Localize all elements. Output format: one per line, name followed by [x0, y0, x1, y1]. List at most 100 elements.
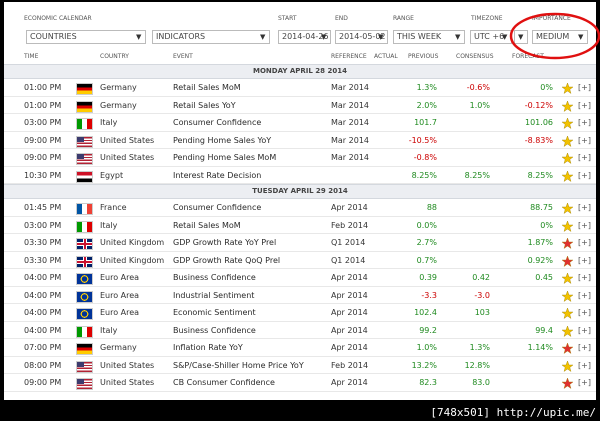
importance-star: [562, 325, 573, 337]
dropdown[interactable]: [152, 30, 270, 44]
previous: 13.2%: [411, 360, 437, 370]
time: 09:00 PM: [24, 135, 62, 145]
time: 04:00 PM: [24, 290, 62, 300]
reference: Apr 2014: [331, 290, 368, 300]
reference: Apr 2014: [331, 378, 368, 387]
dropdown-arrow: ▼: [136, 33, 142, 41]
row-divider: [4, 215, 596, 217]
importance-star: [562, 343, 573, 354]
add-button[interactable]: [+]: [578, 203, 591, 212]
add-button[interactable]: [+]: [578, 343, 591, 352]
previous: 0.7%: [416, 255, 437, 265]
flag: [76, 83, 93, 95]
reference: Apr 2014: [331, 203, 368, 212]
previous: 88: [426, 203, 437, 212]
forecast: -0.12%: [524, 100, 553, 110]
importance-star: [562, 83, 573, 94]
importance-star: [562, 118, 573, 129]
dropdown[interactable]: [393, 30, 465, 44]
flag: [76, 360, 93, 373]
column-header: REFERENCE: [331, 53, 367, 60]
event: Consumer Confidence: [173, 203, 262, 212]
add-button[interactable]: [+]: [578, 255, 591, 265]
country: France: [100, 203, 127, 212]
forecast: 99.4: [535, 325, 553, 335]
row-divider: [4, 165, 596, 167]
flag: [76, 203, 93, 215]
column-header: CONSENSUS: [456, 53, 494, 60]
reference: Apr 2014: [331, 273, 368, 282]
event: Retail Sales MoM: [173, 220, 241, 230]
add-button[interactable]: [+]: [578, 360, 591, 370]
add-button[interactable]: [+]: [578, 220, 591, 230]
reference: Mar 2014: [331, 135, 369, 145]
row-divider: [4, 268, 596, 269]
dropdown-arrow: ▼: [321, 33, 327, 41]
add-button[interactable]: [+]: [578, 135, 591, 145]
previous: 1.0%: [416, 343, 437, 352]
reference: Q1 2014: [331, 238, 366, 247]
row-divider: [4, 183, 596, 184]
add-button[interactable]: [+]: [578, 290, 591, 300]
importance-star: [562, 308, 573, 319]
filter-label: ECONOMIC CALENDAR: [24, 15, 92, 22]
importance-star: [562, 100, 573, 112]
column-header: ACTUAL: [374, 53, 398, 60]
calendar: ECONOMIC CALENDAR START END RANGE TIMEZONE IM…: [4, 2, 596, 400]
add-button[interactable]: [+]: [578, 118, 591, 127]
country: Germany: [100, 100, 137, 110]
previous: -0.8%: [413, 153, 437, 162]
forecast: 0%: [540, 220, 553, 230]
dropdown[interactable]: [278, 30, 331, 44]
forecast: 8.25%: [527, 170, 553, 180]
add-button[interactable]: [+]: [578, 100, 591, 110]
add-button[interactable]: [+]: [578, 308, 591, 317]
event: Pending Home Sales YoY: [173, 135, 272, 145]
add-button[interactable]: [+]: [578, 238, 591, 247]
importance-star: [562, 378, 573, 389]
event: GDP Growth Rate YoY Prel: [173, 238, 277, 247]
add-button[interactable]: [+]: [578, 83, 591, 92]
previous: 1.3%: [416, 83, 437, 92]
dropdown-arrow: ▼: [502, 33, 508, 41]
dropdown-arrow: ▼: [260, 33, 266, 41]
dropdown[interactable]: [26, 30, 146, 44]
day-title: TUESDAY APRIL 29 2014: [252, 187, 348, 195]
flag: [76, 135, 93, 148]
column-header: COUNTRY: [100, 53, 129, 60]
forecast: 0.45: [535, 273, 553, 282]
dropdown[interactable]: [335, 30, 388, 44]
forecast: 1.87%: [527, 238, 553, 247]
add-button[interactable]: [+]: [578, 325, 591, 335]
add-button[interactable]: [+]: [578, 378, 591, 387]
country: Italy: [100, 118, 118, 127]
reference: Feb 2014: [331, 220, 369, 230]
filter-label: IMPORTANCE: [532, 15, 571, 22]
reference: Mar 2014: [331, 100, 369, 110]
consensus: 1.0%: [469, 100, 490, 110]
previous: 101.7: [414, 118, 437, 127]
row-divider: [4, 390, 596, 392]
previous: -3.3: [421, 290, 437, 300]
add-button[interactable]: [+]: [578, 273, 591, 282]
importance-star: [562, 273, 573, 284]
country: United Kingdom: [100, 255, 165, 265]
time: 07:00 PM: [24, 343, 62, 352]
time: 01:00 PM: [24, 83, 62, 92]
add-button[interactable]: [+]: [578, 170, 591, 180]
previous: 2.0%: [416, 100, 437, 110]
time: 09:00 PM: [24, 153, 62, 162]
filter-label: START: [278, 15, 297, 22]
importance-star: [562, 153, 573, 164]
filter-label: TIMEZONE: [471, 15, 503, 22]
flag: [76, 220, 93, 233]
flag: [76, 343, 93, 355]
add-button[interactable]: [+]: [578, 153, 591, 162]
forecast: 101.06: [525, 118, 553, 127]
time: 03:30 PM: [24, 238, 62, 247]
importance-star: [562, 203, 573, 214]
forecast: 0%: [540, 83, 553, 92]
previous: 99.2: [419, 325, 437, 335]
reference: Q1 2014: [331, 255, 366, 265]
